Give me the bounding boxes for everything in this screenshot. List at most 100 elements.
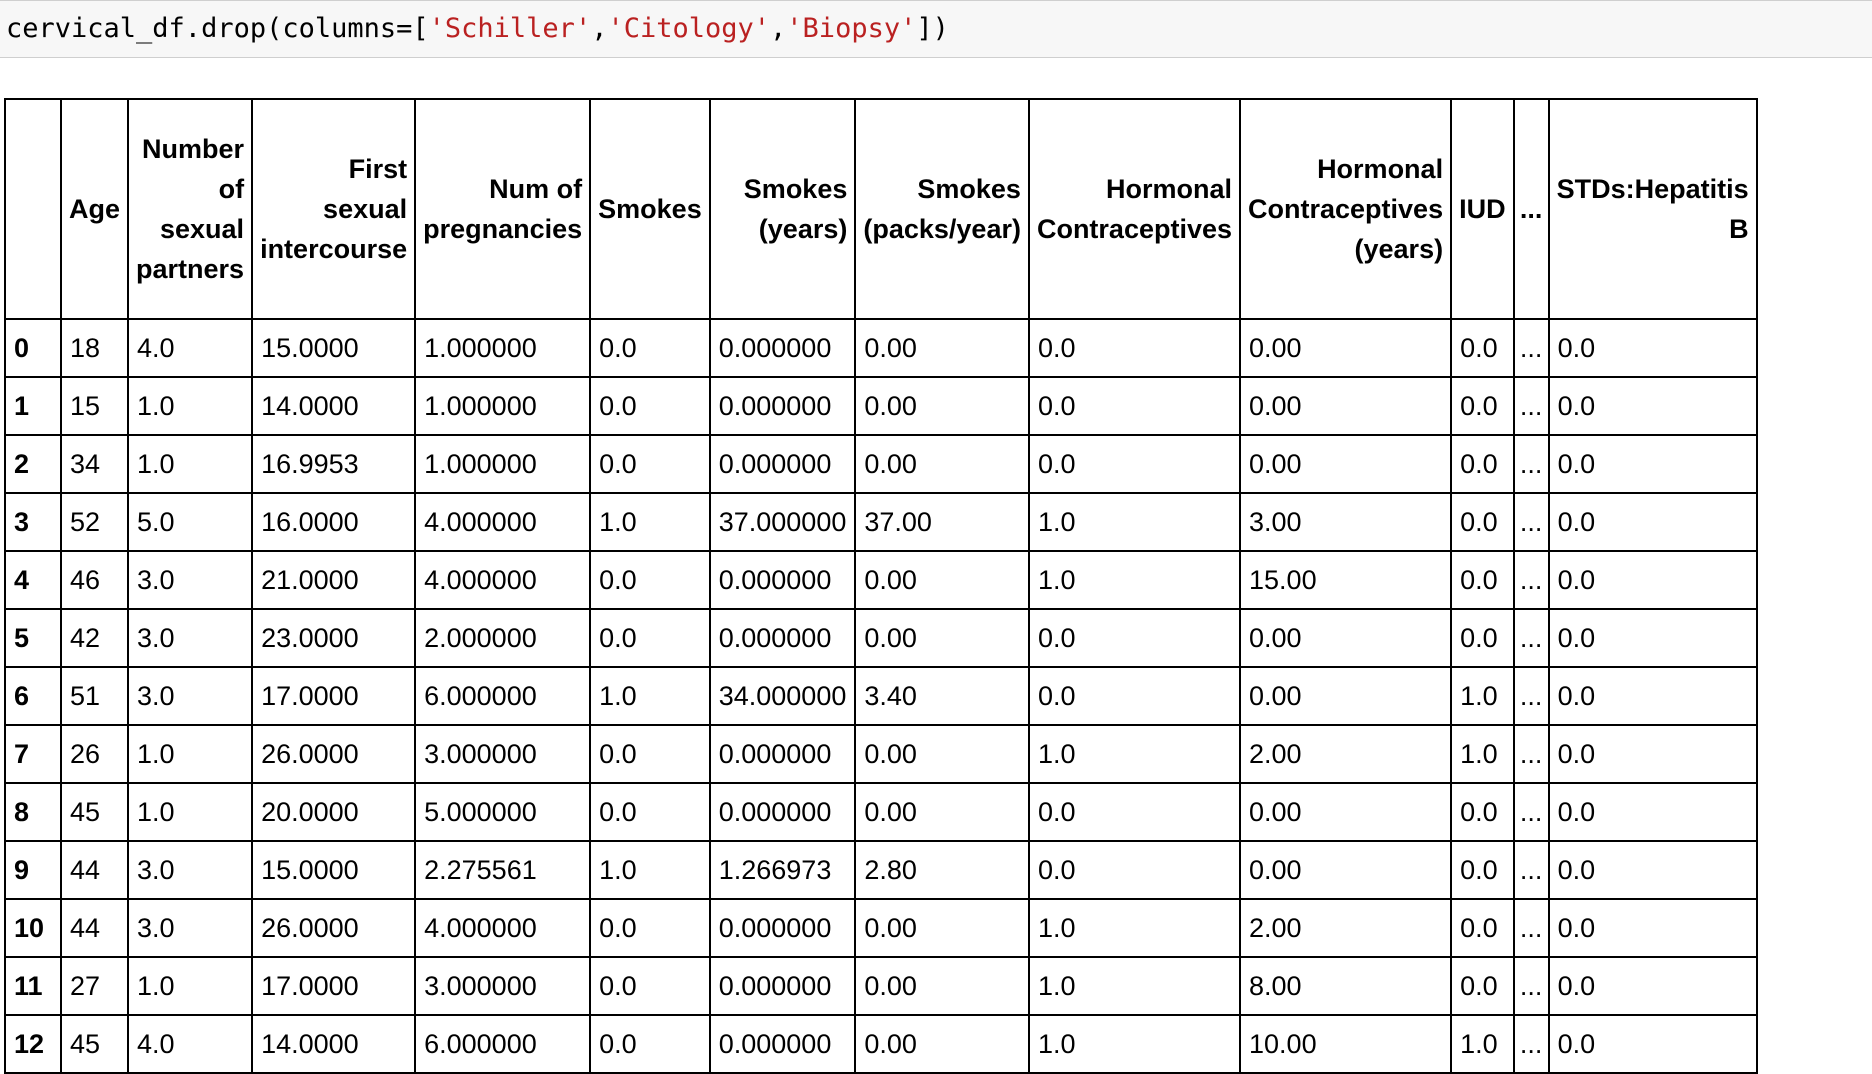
- table-cell: 18: [59, 318, 130, 378]
- table-cell: 52: [59, 492, 130, 552]
- table-cell: 0.000000: [708, 1014, 857, 1074]
- table-cell: 3.000000: [414, 956, 592, 1016]
- dataframe-table: Age Number of sexual partners First sexual…: [4, 98, 1758, 1074]
- header-row: Age Number of sexual partners First sexual…: [4, 98, 1758, 320]
- table-cell: 45: [59, 782, 130, 842]
- table-row: 9 44 3.0 15.0000 2.275561 1.0 1.266973 2.80 0.0 0…: [4, 840, 1758, 900]
- table-cell: 0.0: [1547, 492, 1758, 552]
- row-index: 5: [4, 608, 62, 668]
- table-cell: 1.000000: [414, 434, 592, 494]
- table-row: 10 44 3.0 26.0000 4.000000 0.0 0.000000 0.00 1.0…: [4, 898, 1758, 958]
- table-cell: 4.000000: [414, 550, 592, 610]
- table-cell: 2.00: [1239, 724, 1453, 784]
- table-cell: 1.000000: [414, 376, 592, 436]
- table-cell: 27: [59, 956, 130, 1016]
- table-cell: 0.00: [1239, 782, 1453, 842]
- column-header: Smokes: [589, 98, 711, 320]
- table-cell: 1.0: [1027, 898, 1242, 958]
- table-cell: 0.0: [1450, 840, 1515, 900]
- table-cell: 3.40: [854, 666, 1030, 726]
- row-index: 1: [4, 376, 62, 436]
- table-cell: 0.0: [1547, 318, 1758, 378]
- table-cell: 1.0: [1027, 550, 1242, 610]
- table-cell: 0.00: [854, 550, 1030, 610]
- ellipsis-cell: ...: [1512, 666, 1550, 726]
- table-cell: 8.00: [1239, 956, 1453, 1016]
- table-cell: 0.0: [1547, 666, 1758, 726]
- code-string: 'Schiller': [428, 13, 592, 44]
- table-cell: 0.000000: [708, 782, 857, 842]
- column-header: Hormonal Contraceptives (years): [1239, 98, 1453, 320]
- row-index: 10: [4, 898, 62, 958]
- table-row: 2 34 1.0 16.9953 1.000000 0.0 0.000000 0.00 0.0 0…: [4, 434, 1758, 494]
- table-cell: 0.00: [1239, 376, 1453, 436]
- table-cell: 37.000000: [708, 492, 857, 552]
- ellipsis-cell: ...: [1512, 898, 1550, 958]
- table-row: 3 52 5.0 16.0000 4.000000 1.0 37.000000 37.00 1.…: [4, 492, 1758, 552]
- ellipsis-cell: ...: [1512, 318, 1550, 378]
- table-cell: 0.0: [589, 898, 711, 958]
- table-cell: 0.0: [1450, 376, 1515, 436]
- code-text: ,: [591, 13, 608, 44]
- table-cell: 0.000000: [708, 434, 857, 494]
- table-cell: 5.000000: [414, 782, 592, 842]
- table-cell: 0.0: [1547, 434, 1758, 494]
- table-cell: 1.0: [589, 666, 711, 726]
- table-cell: 0.0: [1450, 318, 1515, 378]
- table-cell: 1.0: [127, 376, 254, 436]
- table-cell: 3.000000: [414, 724, 592, 784]
- table-cell: 2.80: [854, 840, 1030, 900]
- table-cell: 0.0: [589, 782, 711, 842]
- table-cell: 0.0: [1450, 782, 1515, 842]
- code-text: ,: [770, 13, 787, 44]
- table-cell: 1.0: [127, 782, 254, 842]
- table-cell: 0.0: [589, 550, 711, 610]
- ellipsis-cell: ...: [1512, 782, 1550, 842]
- column-header: Age: [59, 98, 130, 320]
- table-cell: 44: [59, 840, 130, 900]
- table-cell: 14.0000: [251, 1014, 417, 1074]
- table-cell: 2.00: [1239, 898, 1453, 958]
- table-cell: 45: [59, 1014, 130, 1074]
- table-cell: 6.000000: [414, 1014, 592, 1074]
- table-cell: 0.0: [1027, 608, 1242, 668]
- table-cell: 0.0: [589, 724, 711, 784]
- table-row: 11 27 1.0 17.0000 3.000000 0.0 0.000000 0.00 1.0…: [4, 956, 1758, 1016]
- table-head: Age Number of sexual partners First sexual…: [4, 98, 1758, 320]
- table-cell: 1.0: [1450, 666, 1515, 726]
- table-cell: 15.0000: [251, 840, 417, 900]
- table-cell: 0.00: [854, 376, 1030, 436]
- table-cell: 0.00: [854, 434, 1030, 494]
- table-cell: 21.0000: [251, 550, 417, 610]
- table-cell: 34.000000: [708, 666, 857, 726]
- table-cell: 0.0: [1547, 1014, 1758, 1074]
- code-cell[interactable]: cervical_df.drop(columns=['Schiller','Ci…: [0, 0, 1872, 58]
- row-index: 0: [4, 318, 62, 378]
- table-cell: 0.000000: [708, 550, 857, 610]
- table-cell: 17.0000: [251, 956, 417, 1016]
- table-cell: 15: [59, 376, 130, 436]
- table-row: 5 42 3.0 23.0000 2.000000 0.0 0.000000 0.00 0.0 0…: [4, 608, 1758, 668]
- table-cell: 3.0: [127, 608, 254, 668]
- table-cell: 0.0: [1547, 608, 1758, 668]
- table-cell: 1.0: [1027, 492, 1242, 552]
- table-cell: 0.0: [1450, 608, 1515, 668]
- table-cell: 0.0: [1027, 782, 1242, 842]
- table-cell: 0.0: [1450, 956, 1515, 1016]
- table-cell: 3.00: [1239, 492, 1453, 552]
- table-cell: 0.00: [1239, 666, 1453, 726]
- row-index: 7: [4, 724, 62, 784]
- table-cell: 0.00: [854, 898, 1030, 958]
- code-line[interactable]: cervical_df.drop(columns=['Schiller','Ci…: [6, 11, 949, 47]
- table-cell: 1.000000: [414, 318, 592, 378]
- table-cell: 2.000000: [414, 608, 592, 668]
- table-row: 4 46 3.0 21.0000 4.000000 0.0 0.000000 0.00 1.0 1…: [4, 550, 1758, 610]
- table-row: 1 15 1.0 14.0000 1.000000 0.0 0.000000 0.00 0.0 0…: [4, 376, 1758, 436]
- table-cell: 1.0: [1450, 1014, 1515, 1074]
- table-cell: 1.0: [589, 492, 711, 552]
- table-cell: 0.00: [1239, 318, 1453, 378]
- table-cell: 0.00: [854, 1014, 1030, 1074]
- table-cell: 42: [59, 608, 130, 668]
- table-cell: 0.0: [1547, 724, 1758, 784]
- table-cell: 37.00: [854, 492, 1030, 552]
